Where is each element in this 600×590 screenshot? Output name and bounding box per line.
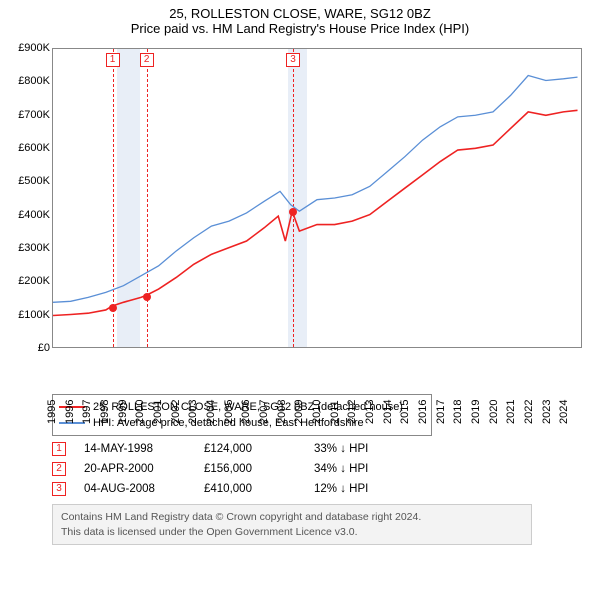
footnote-line: This data is licensed under the Open Gov… <box>61 525 523 540</box>
sale-date: 04-AUG-2008 <box>84 483 204 495</box>
x-tick-label: 2012 <box>346 390 358 424</box>
y-tick-label: £600K <box>10 142 50 154</box>
x-tick-label: 2015 <box>399 390 411 424</box>
x-tick-label: 2018 <box>452 390 464 424</box>
sale-marker-box: 2 <box>140 53 154 67</box>
footnote: Contains HM Land Registry data © Crown c… <box>52 504 532 545</box>
x-tick-label: 2017 <box>435 390 447 424</box>
sale-marker-box: 1 <box>106 53 120 67</box>
x-tick-label: 2016 <box>417 390 429 424</box>
sale-dot <box>143 293 151 301</box>
sale-num-box: 1 <box>52 442 66 456</box>
x-tick-label: 2005 <box>223 390 235 424</box>
x-tick-label: 2014 <box>382 390 394 424</box>
sale-date: 20-APR-2000 <box>84 463 204 475</box>
sale-row: 2 20-APR-2000£156,00034% ↓ HPI <box>52 462 590 476</box>
y-tick-label: £300K <box>10 242 50 254</box>
sale-num-box: 3 <box>52 482 66 496</box>
sale-row: 3 04-AUG-2008£410,00012% ↓ HPI <box>52 482 590 496</box>
x-tick-label: 2019 <box>470 390 482 424</box>
chart: 1 2 3 £0 £100K £200K £300K £400K £500K £600K £700… <box>10 40 590 390</box>
series-line <box>53 76 578 303</box>
x-tick-label: 1999 <box>117 390 129 424</box>
y-tick-label: £400K <box>10 209 50 221</box>
sale-diff: 34% ↓ HPI <box>314 463 368 475</box>
chart-subtitle: Price paid vs. HM Land Registry's House … <box>10 21 590 36</box>
sale-diff: 33% ↓ HPI <box>314 443 368 455</box>
x-tick-label: 2001 <box>152 390 164 424</box>
y-tick-label: £800K <box>10 75 50 87</box>
x-tick-label: 2002 <box>170 390 182 424</box>
x-tick-label: 2008 <box>276 390 288 424</box>
y-tick-label: £0 <box>10 342 50 354</box>
sale-price: £124,000 <box>204 443 314 455</box>
sale-price: £410,000 <box>204 483 314 495</box>
sale-date: 14-MAY-1998 <box>84 443 204 455</box>
x-tick-label: 2009 <box>293 390 305 424</box>
x-tick-label: 2004 <box>205 390 217 424</box>
sale-marker-box: 3 <box>286 53 300 67</box>
x-tick-label: 2023 <box>541 390 553 424</box>
x-tick-label: 1998 <box>99 390 111 424</box>
x-tick-label: 1995 <box>46 390 58 424</box>
x-tick-label: 2013 <box>364 390 376 424</box>
x-tick-label: 2024 <box>558 390 570 424</box>
y-tick-label: £100K <box>10 309 50 321</box>
y-tick-label: £700K <box>10 109 50 121</box>
x-tick-label: 2021 <box>505 390 517 424</box>
sale-dot <box>109 304 117 312</box>
y-tick-label: £200K <box>10 275 50 287</box>
x-tick-label: 2011 <box>329 390 341 424</box>
x-tick-label: 2003 <box>187 390 199 424</box>
sale-row: 1 14-MAY-1998£124,00033% ↓ HPI <box>52 442 590 456</box>
x-tick-label: 1996 <box>64 390 76 424</box>
sale-price: £156,000 <box>204 463 314 475</box>
x-tick-label: 2000 <box>134 390 146 424</box>
x-tick-label: 2022 <box>523 390 535 424</box>
x-tick-label: 2006 <box>240 390 252 424</box>
chart-title: 25, ROLLESTON CLOSE, WARE, SG12 0BZ <box>10 6 590 21</box>
y-tick-label: £900K <box>10 42 50 54</box>
plot-area: 1 2 3 <box>52 48 582 348</box>
sale-diff: 12% ↓ HPI <box>314 483 368 495</box>
series-line <box>53 110 578 315</box>
x-tick-label: 2020 <box>488 390 500 424</box>
x-tick-label: 2010 <box>311 390 323 424</box>
footnote-line: Contains HM Land Registry data © Crown c… <box>61 510 523 525</box>
x-tick-label: 1997 <box>81 390 93 424</box>
y-tick-label: £500K <box>10 175 50 187</box>
sales-table: 1 14-MAY-1998£124,00033% ↓ HPI 2 20-APR-200… <box>52 442 590 496</box>
sale-dot <box>289 208 297 216</box>
sale-num-box: 2 <box>52 462 66 476</box>
x-tick-label: 2007 <box>258 390 270 424</box>
